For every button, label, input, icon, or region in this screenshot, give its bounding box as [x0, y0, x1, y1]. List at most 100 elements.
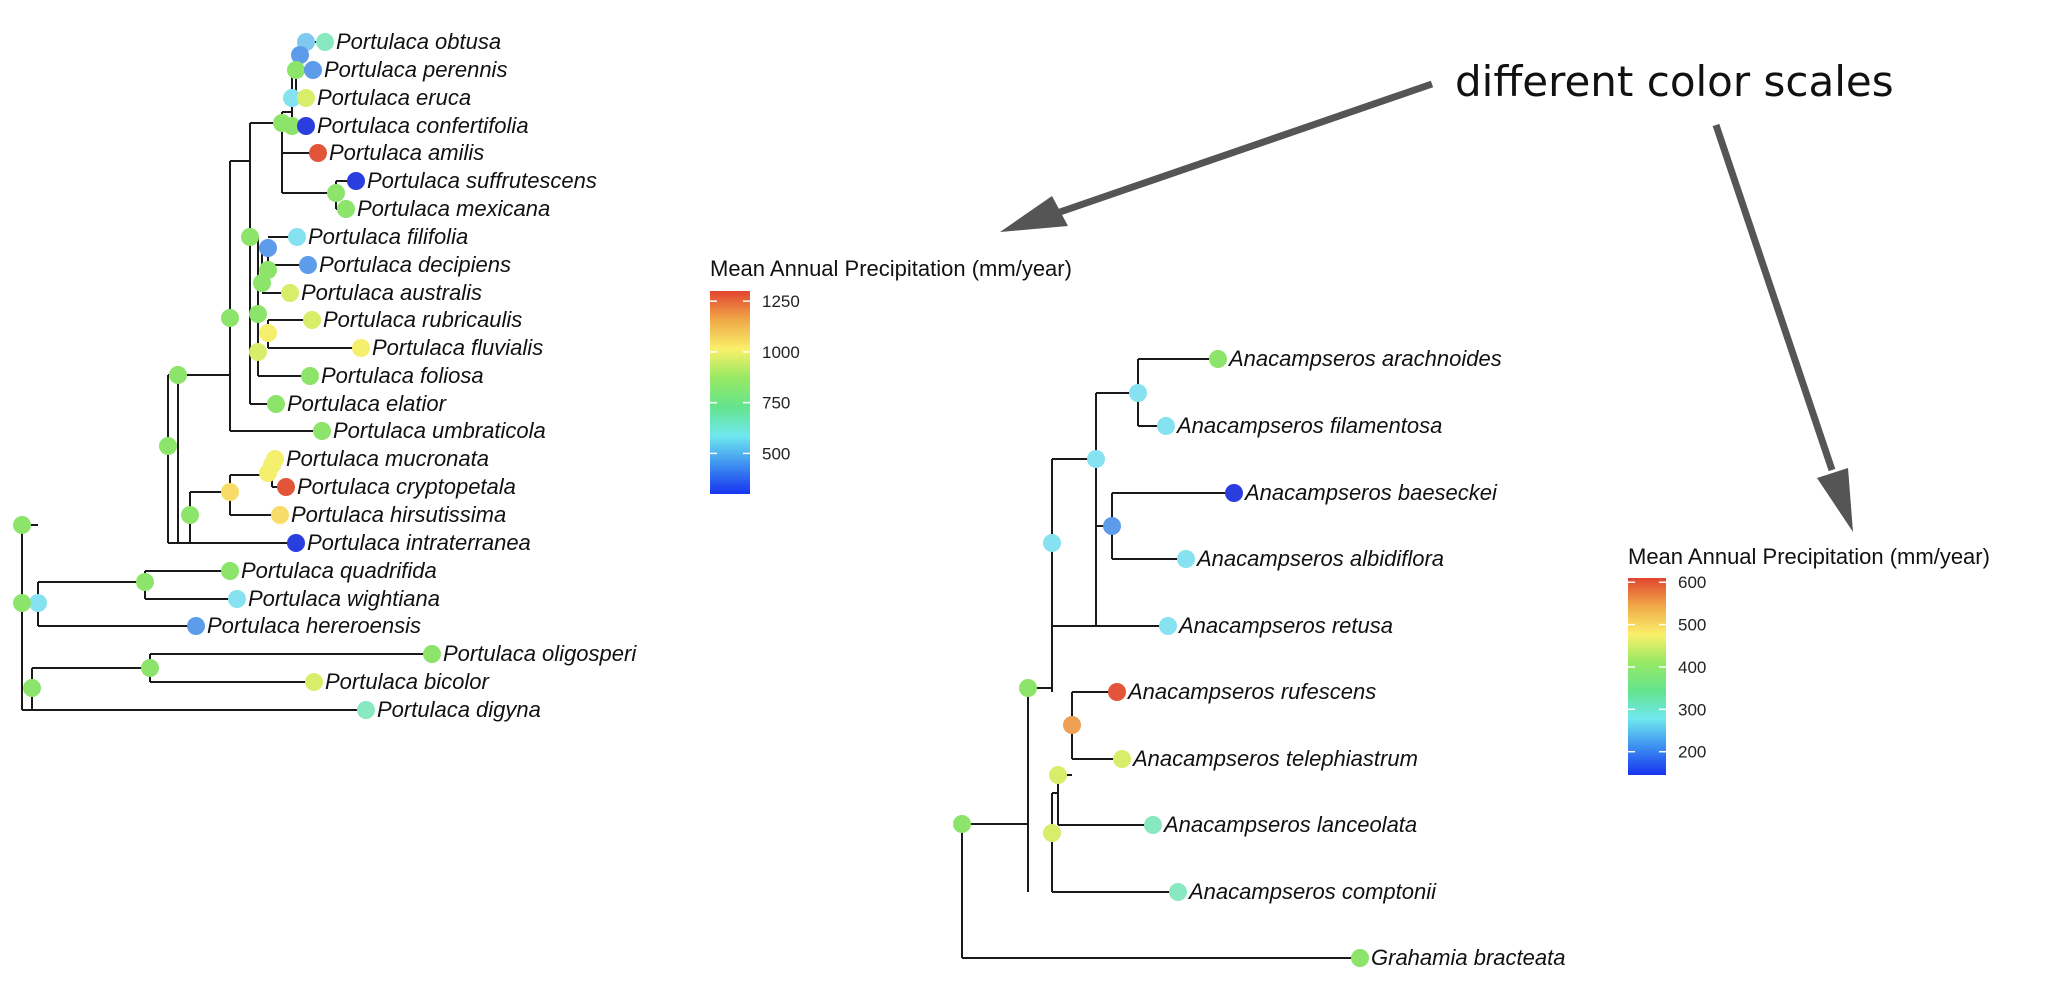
- tip-node: [297, 89, 315, 107]
- tip-label: Portulaca elatior: [287, 391, 448, 416]
- tip-node: [309, 144, 327, 162]
- tip-label: Portulaca decipiens: [319, 252, 511, 277]
- tip-node: [287, 534, 305, 552]
- tip-label: Portulaca hirsutissima: [291, 502, 506, 527]
- tip-label: Portulaca eruca: [317, 85, 471, 110]
- tip-node: [305, 673, 323, 691]
- tip-label: Anacampseros comptonii: [1187, 879, 1437, 904]
- internal-node: [169, 366, 187, 384]
- internal-node: [1049, 766, 1067, 784]
- tip-label: Portulaca rubricaulis: [323, 307, 522, 332]
- legend-tick-label: 1250: [762, 292, 800, 311]
- tip-node: [352, 339, 370, 357]
- tip-node: [423, 645, 441, 663]
- internal-node: [221, 309, 239, 327]
- anacampseros-internal-nodes: [953, 384, 1147, 842]
- legend-tick-label: 600: [1678, 573, 1706, 592]
- annotation-text: different color scales: [1455, 57, 1894, 106]
- internal-node: [1063, 716, 1081, 734]
- tip-node: [1169, 883, 1187, 901]
- tip-label: Portulaca mexicana: [357, 196, 550, 221]
- legend-title: Mean Annual Precipitation (mm/year): [710, 256, 1072, 281]
- color-scale-bar: [1628, 578, 1666, 775]
- tip-node: [228, 590, 246, 608]
- internal-node: [253, 274, 271, 292]
- tip-label: Portulaca fluvialis: [372, 335, 543, 360]
- internal-node: [259, 324, 277, 342]
- tip-node: [1159, 617, 1177, 635]
- internal-node: [136, 573, 154, 591]
- portulaca-tips: Portulaca obtusa Portulaca perennis Portul…: [187, 29, 637, 722]
- tip-label: Portulaca obtusa: [336, 29, 501, 54]
- tip-label: Anacampseros albidiflora: [1195, 546, 1444, 571]
- phylogeny-anacampseros: Anacampseros arachnoides Anacampseros fil…: [953, 346, 1565, 970]
- tip-node: [297, 117, 315, 135]
- anacampseros-branches: [961, 358, 1360, 959]
- tip-node: [1113, 750, 1131, 768]
- internal-node: [13, 516, 31, 534]
- internal-node: [23, 679, 41, 697]
- legend-tick-label: 500: [762, 444, 790, 463]
- legend-tick-label: 200: [1678, 743, 1706, 762]
- legend-tick-label: 300: [1678, 700, 1706, 719]
- internal-node: [1087, 450, 1105, 468]
- tip-node: [1177, 550, 1195, 568]
- tip-node: [316, 33, 334, 51]
- internal-node: [241, 228, 259, 246]
- internal-node: [221, 483, 239, 501]
- internal-node: [953, 815, 971, 833]
- tip-label: Portulaca perennis: [324, 57, 507, 82]
- tip-node: [187, 617, 205, 635]
- tip-node: [277, 478, 295, 496]
- tip-node: [1157, 417, 1175, 435]
- tip-label: Portulaca quadrifida: [241, 558, 437, 583]
- tip-label: Portulaca digyna: [377, 697, 541, 722]
- tip-label: Anacampseros rufescens: [1126, 679, 1376, 704]
- color-scale-bar: [710, 291, 750, 494]
- tip-label: Portulaca filifolia: [308, 224, 468, 249]
- tip-node: [1144, 816, 1162, 834]
- arrow-to-right-legend: [1712, 123, 1853, 532]
- internal-node: [249, 305, 267, 323]
- tip-node: [1351, 949, 1369, 967]
- internal-node: [291, 46, 309, 64]
- tip-label: Portulaca australis: [301, 280, 482, 305]
- tip-node: [281, 284, 299, 302]
- tip-label: Portulaca confertifolia: [317, 113, 529, 138]
- tip-node: [266, 450, 284, 468]
- tip-label: Portulaca umbraticola: [333, 418, 546, 443]
- legend-tick-label: 500: [1678, 616, 1706, 635]
- anacampseros-tips: Anacampseros arachnoides Anacampseros fil…: [1108, 346, 1565, 970]
- tip-node: [313, 422, 331, 440]
- tip-node: [1108, 683, 1126, 701]
- tip-label: Portulaca suffrutescens: [367, 168, 597, 193]
- tip-node: [337, 200, 355, 218]
- tip-label: Grahamia bracteata: [1371, 945, 1565, 970]
- tip-label: Portulaca foliosa: [321, 363, 484, 388]
- internal-node: [283, 89, 301, 107]
- tip-label: Portulaca intraterranea: [307, 530, 531, 555]
- internal-node: [1043, 824, 1061, 842]
- tip-label: Portulaca amilis: [329, 140, 484, 165]
- internal-node: [249, 343, 267, 361]
- tip-node: [304, 61, 322, 79]
- tip-label: Portulaca oligosperi: [443, 641, 637, 666]
- tip-node: [271, 506, 289, 524]
- tip-node: [1225, 484, 1243, 502]
- tip-label: Portulaca bicolor: [325, 669, 491, 694]
- internal-node: [29, 594, 47, 612]
- precipitation-legend-left: Mean Annual Precipitation (mm/year) 1250…: [710, 256, 1072, 494]
- legend-title: Mean Annual Precipitation (mm/year): [1628, 544, 1990, 569]
- tip-label: Anacampseros filamentosa: [1175, 413, 1442, 438]
- internal-node: [1043, 534, 1061, 552]
- tip-label: Anacampseros retusa: [1177, 613, 1393, 638]
- tip-node: [347, 172, 365, 190]
- tip-node: [221, 562, 239, 580]
- internal-node: [259, 239, 277, 257]
- internal-node: [159, 437, 177, 455]
- tip-label: Portulaca mucronata: [286, 446, 489, 471]
- internal-node: [259, 464, 277, 482]
- internal-node: [181, 506, 199, 524]
- tip-label: Portulaca hereroensis: [207, 613, 421, 638]
- legend-tick-label: 400: [1678, 658, 1706, 677]
